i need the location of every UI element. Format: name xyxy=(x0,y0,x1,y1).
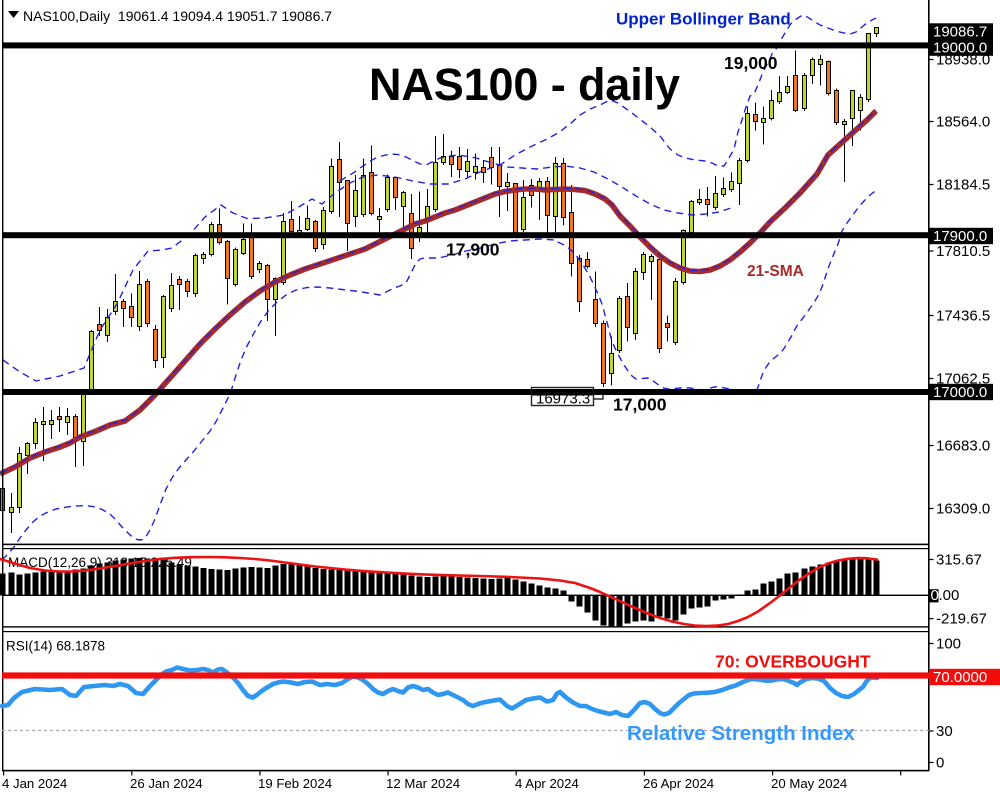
svg-text:315.67: 315.67 xyxy=(936,551,982,568)
svg-text:16309.0: 16309.0 xyxy=(936,500,990,517)
svg-text:-219.67: -219.67 xyxy=(936,610,987,627)
svg-text:Upper Bollinger Band: Upper Bollinger Band xyxy=(616,10,791,29)
svg-text:NAS100 - daily: NAS100 - daily xyxy=(369,59,680,110)
svg-text:17000.0: 17000.0 xyxy=(933,384,987,401)
svg-text:18564.0: 18564.0 xyxy=(936,113,990,130)
svg-text:0: 0 xyxy=(936,754,944,771)
svg-text:20 May 2024: 20 May 2024 xyxy=(771,776,847,791)
svg-text:.00: .00 xyxy=(939,587,960,604)
svg-text:70.0000: 70.0000 xyxy=(933,669,987,686)
svg-text:70: OVERBOUGHT: 70: OVERBOUGHT xyxy=(715,652,871,672)
svg-text:19000.0: 19000.0 xyxy=(933,39,987,56)
svg-text:17,000: 17,000 xyxy=(613,395,667,415)
svg-text:26 Apr 2024: 26 Apr 2024 xyxy=(643,776,714,791)
svg-text:0: 0 xyxy=(931,587,939,604)
svg-text:17,900: 17,900 xyxy=(446,240,500,260)
svg-text:19086.7: 19086.7 xyxy=(933,23,987,40)
svg-text:26 Jan 2024: 26 Jan 2024 xyxy=(130,776,203,791)
svg-text:4 Jan 2024: 4 Jan 2024 xyxy=(2,776,67,791)
svg-text:12 Mar 2024: 12 Mar 2024 xyxy=(386,776,460,791)
svg-text:19 Feb 2024: 19 Feb 2024 xyxy=(258,776,332,791)
svg-text:17900.0: 17900.0 xyxy=(933,228,987,245)
svg-text:30: 30 xyxy=(936,723,953,740)
svg-text:18184.5: 18184.5 xyxy=(936,176,990,193)
svg-text:100: 100 xyxy=(936,635,961,652)
svg-text:Relative Strength Index: Relative Strength Index xyxy=(627,722,855,745)
svg-text:4 Apr 2024: 4 Apr 2024 xyxy=(515,776,579,791)
svg-text:19,000: 19,000 xyxy=(724,53,778,73)
svg-text:17810.5: 17810.5 xyxy=(936,243,990,260)
svg-text:NAS100,Daily 19061.4 19094.4: NAS100,Daily 19061.4 19094.4 19051.7 190… xyxy=(23,8,332,24)
svg-text:21-SMA: 21-SMA xyxy=(747,263,804,280)
svg-text:16683.0: 16683.0 xyxy=(936,437,990,454)
svg-text:17436.5: 17436.5 xyxy=(936,307,990,324)
svg-text:RSI(14) 68.1878: RSI(14) 68.1878 xyxy=(6,639,105,654)
svg-text:17062.5: 17062.5 xyxy=(936,370,990,387)
